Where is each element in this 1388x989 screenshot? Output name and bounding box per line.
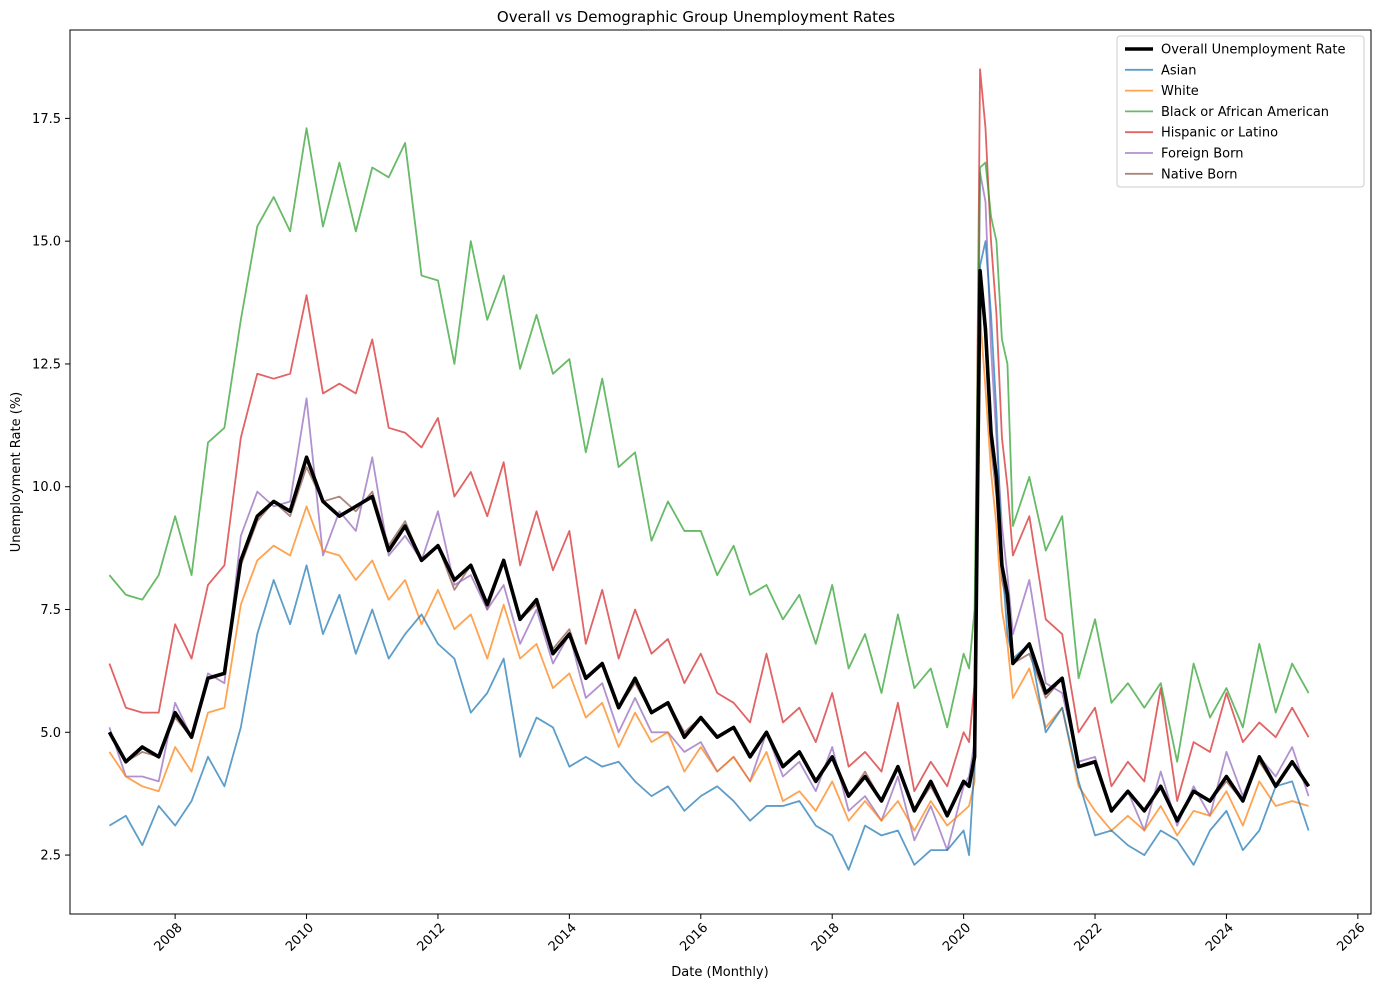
series-line-white [108,313,1309,837]
legend-label-white: White [1161,84,1199,99]
legend-box [1116,35,1365,188]
x-tick-label: 2010 [283,921,317,955]
x-axis-ticks: 2008 2010 2012 2014 2016 2018 2020 2022 2024 2026 [152,914,1368,955]
y-tick-label: 15.0 [32,235,61,250]
legend-label-foreign-born: Foreign Born [1161,147,1244,162]
legend-label-hispanic-or-latino: Hispanic or Latino [1161,126,1278,141]
x-tick-label: 2020 [940,921,974,955]
plot-frame [69,29,1372,915]
y-axis-label: Unemployment Rate (%) [9,392,24,553]
plot-area [69,29,1372,915]
legend-label-asian: Asian [1161,63,1196,78]
x-tick-label: 2014 [546,921,580,955]
chart-title: Overall vs Demographic Group Unemploymen… [497,8,895,26]
legend: Overall Unemployment Rate Asian White Black… [1116,35,1365,188]
x-tick-label: 2018 [809,921,843,955]
y-tick-label: 7.5 [40,603,61,618]
series-line-hispanic-or-latino [108,68,1310,802]
y-axis-ticks: 2.5 5.0 7.5 10.0 12.5 15.0 17.5 [32,112,70,864]
y-tick-label: 5.0 [40,726,61,741]
x-tick-label: 2016 [677,921,711,955]
y-tick-label: 2.5 [40,849,61,864]
legend-label-black-or-african-american: Black or African American [1161,105,1329,120]
y-tick-label: 10.0 [32,480,61,495]
series-line-native-born [108,274,1310,822]
series-lines [107,68,1311,871]
x-tick-label: 2022 [1072,921,1106,955]
legend-label-native-born: Native Born [1161,167,1237,182]
x-tick-label: 2024 [1203,921,1237,955]
legend-label-overall-unemployment-rate: Overall Unemployment Rate [1161,43,1345,58]
y-tick-label: 17.5 [32,112,61,127]
y-tick-label: 12.5 [32,357,61,372]
x-tick-label: 2026 [1334,921,1368,955]
x-axis-label: Date (Monthly) [671,965,768,980]
series-line-overall-unemployment-rate [107,268,1311,823]
series-line-foreign-born [108,171,1310,852]
series-line-black-or-african-american [108,127,1310,763]
series-line-asian [108,240,1310,871]
x-tick-label: 2012 [414,921,448,955]
x-tick-label: 2008 [152,921,186,955]
